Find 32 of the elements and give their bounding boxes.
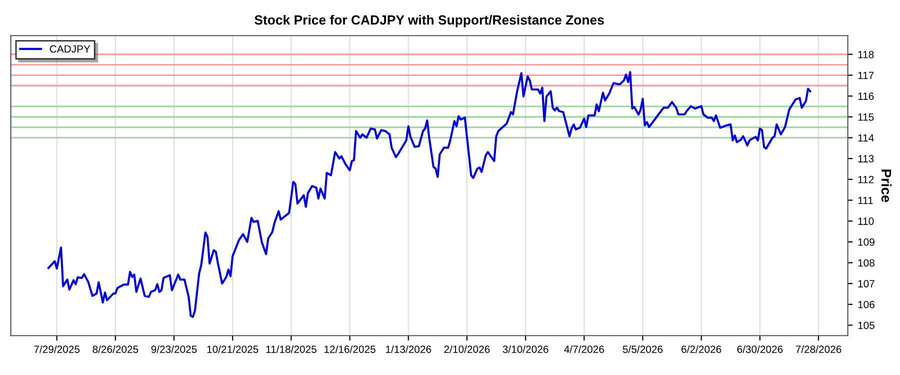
- y-tick-label: 109: [858, 238, 874, 246]
- y-tick-label: 117: [858, 72, 874, 79]
- x-tick-label: 10/21/2025: [207, 345, 258, 353]
- x-tick-label: 8/26/2025: [92, 345, 138, 353]
- y-tick-label: 114: [858, 134, 874, 142]
- line-series: [47, 71, 812, 318]
- legend-label: CADJPY: [50, 45, 90, 53]
- y-tick-label: 106: [858, 300, 874, 308]
- y-tick-label: 107: [858, 280, 874, 288]
- x-tick-label: 5/5/2026: [622, 345, 663, 353]
- x-tick-label: 12/16/2025: [324, 345, 376, 353]
- x-tick-label: 6/2/2026: [682, 345, 722, 353]
- x-tick-label: 1/13/2026: [386, 345, 432, 353]
- y-tick-label: 111: [858, 196, 873, 204]
- y-tick-label: 105: [858, 322, 874, 330]
- x-tick-label: 3/10/2026: [502, 345, 548, 353]
- x-tick-label: 9/23/2025: [151, 345, 197, 353]
- y-tick-label: 116: [858, 92, 874, 100]
- y-tick-label: 113: [858, 155, 874, 162]
- y-tick-label: 110: [858, 218, 874, 225]
- x-tick-label: 6/30/2026: [737, 345, 783, 353]
- y-axis-title: Price: [881, 170, 892, 202]
- y-tick-label: 115: [858, 113, 874, 121]
- chart-title: Stock Price for CADJPY with Support/Resistance Zones: [254, 14, 604, 28]
- y-tick-label: 118: [858, 50, 874, 58]
- x-tick-label: 4/7/2026: [564, 345, 604, 353]
- x-tick-label: 11/18/2025: [266, 345, 316, 353]
- y-tick-label: 112: [858, 176, 874, 184]
- x-tick-label: 7/28/2026: [796, 345, 842, 353]
- x-tick-label: 7/29/2025: [34, 345, 80, 353]
- x-tick-label: 2/10/2026: [444, 345, 490, 353]
- y-tick-label: 108: [858, 259, 874, 267]
